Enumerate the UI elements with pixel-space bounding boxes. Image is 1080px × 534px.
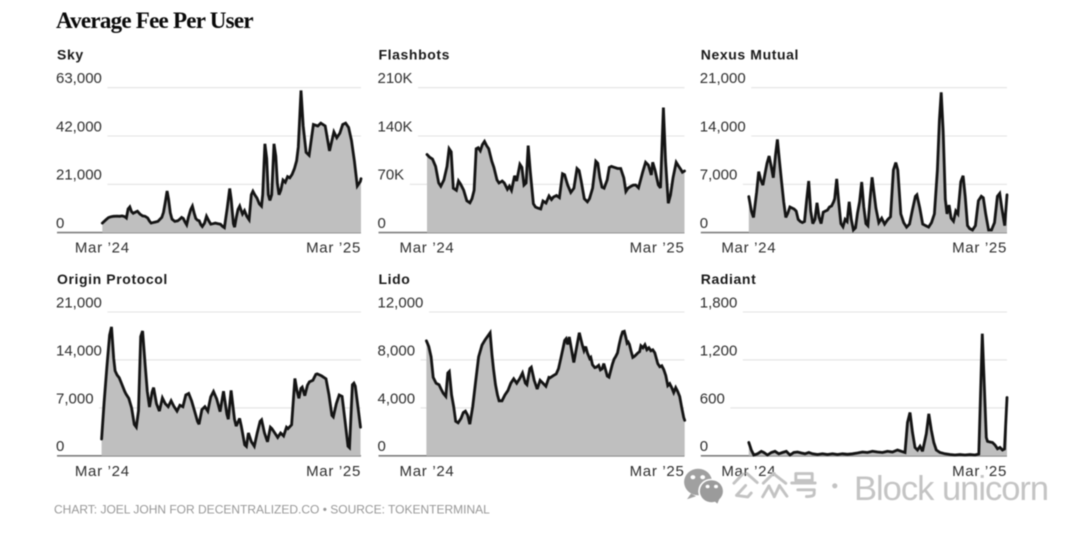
svg-text:Mar ’25: Mar ’25 [306, 239, 361, 256]
svg-text:Average Fee Per User: Average Fee Per User [56, 8, 253, 33]
svg-text:7,000: 7,000 [700, 167, 738, 184]
svg-text:Mar ’25: Mar ’25 [952, 463, 1007, 480]
svg-text:Mar ’25: Mar ’25 [630, 463, 685, 480]
svg-text:Mar ’25: Mar ’25 [630, 239, 685, 256]
svg-text:21,000: 21,000 [56, 167, 102, 184]
svg-text:Flashbots: Flashbots [379, 46, 451, 62]
svg-text:0: 0 [56, 438, 64, 455]
svg-text:Mar ’24: Mar ’24 [721, 239, 776, 256]
svg-text:Lido: Lido [379, 271, 411, 287]
svg-text:0: 0 [700, 438, 708, 455]
svg-text:0: 0 [378, 215, 386, 232]
svg-text:Mar ’24: Mar ’24 [721, 463, 776, 480]
svg-text:Origin Protocol: Origin Protocol [57, 271, 168, 287]
svg-text:21,000: 21,000 [56, 294, 102, 311]
svg-text:0: 0 [378, 438, 386, 455]
svg-text:Radiant: Radiant [701, 271, 757, 287]
svg-text:140K: 140K [378, 118, 413, 135]
svg-text:Mar ’25: Mar ’25 [952, 239, 1007, 256]
svg-text:Nexus Mutual: Nexus Mutual [701, 46, 799, 62]
svg-text:1,800: 1,800 [700, 294, 738, 311]
svg-text:70K: 70K [378, 167, 405, 184]
svg-text:Mar ’24: Mar ’24 [75, 463, 130, 480]
svg-text:CHART: JOEL JOHN FOR DECENTRAL: CHART: JOEL JOHN FOR DECENTRALIZED.CO • … [54, 503, 490, 517]
svg-text:21,000: 21,000 [700, 70, 746, 87]
svg-text:Mar ’25: Mar ’25 [306, 463, 361, 480]
svg-text:63,000: 63,000 [56, 70, 102, 87]
svg-text:0: 0 [700, 215, 708, 232]
svg-text:7,000: 7,000 [56, 390, 94, 407]
svg-text:14,000: 14,000 [700, 118, 746, 135]
svg-text:1,200: 1,200 [700, 342, 738, 359]
svg-text:8,000: 8,000 [378, 342, 416, 359]
svg-text:Mar ’24: Mar ’24 [400, 239, 455, 256]
svg-text:14,000: 14,000 [56, 342, 102, 359]
svg-text:0: 0 [56, 215, 64, 232]
svg-text:Mar ’24: Mar ’24 [75, 239, 130, 256]
svg-text:210K: 210K [378, 70, 413, 87]
svg-text:Block unicorn: Block unicorn [854, 470, 1048, 508]
svg-text:Mar ’24: Mar ’24 [400, 463, 455, 480]
svg-text:Sky: Sky [57, 46, 84, 62]
svg-text:600: 600 [700, 390, 725, 407]
svg-text:12,000: 12,000 [378, 294, 424, 311]
svg-text:42,000: 42,000 [56, 118, 102, 135]
svg-text:4,000: 4,000 [378, 390, 416, 407]
